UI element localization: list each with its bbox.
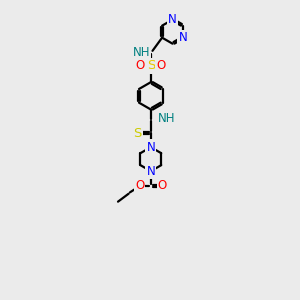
Text: N: N (146, 141, 155, 154)
Text: N: N (146, 165, 155, 178)
Text: S: S (133, 127, 142, 140)
Text: N: N (168, 13, 177, 26)
Text: O: O (157, 59, 166, 72)
Text: N: N (178, 31, 187, 44)
Text: O: O (158, 179, 167, 192)
Text: O: O (136, 59, 145, 72)
Text: NH: NH (133, 46, 150, 59)
Text: NH: NH (158, 112, 175, 125)
Text: S: S (147, 59, 155, 72)
Text: O: O (135, 179, 144, 192)
